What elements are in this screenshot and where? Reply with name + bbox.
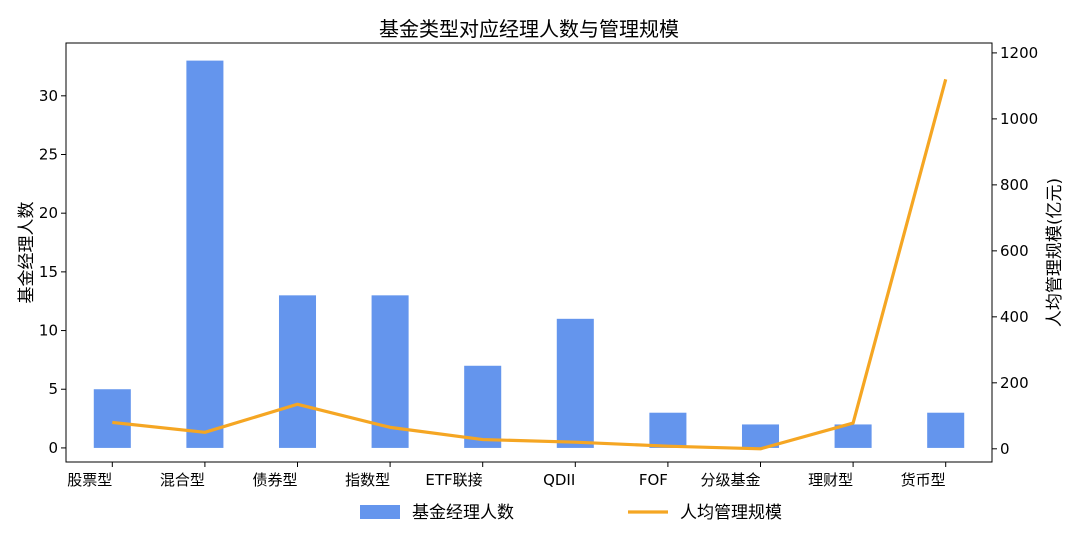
left-tick-label-6: 30 — [39, 87, 58, 105]
bar-1 — [186, 60, 224, 448]
x-tick-label-7: 分级基金 — [700, 471, 760, 489]
left-tick-label-4: 20 — [39, 204, 58, 222]
left-tick-label-0: 0 — [48, 439, 58, 457]
right-tick-label-0: 0 — [1000, 440, 1010, 458]
plot-frame — [65, 42, 993, 463]
x-tick-label-3: 指数型 — [345, 471, 390, 489]
x-tick-label-1: 混合型 — [160, 471, 205, 489]
bar-7 — [741, 424, 780, 448]
right-tick-label-1: 200 — [1000, 374, 1029, 392]
chart-title: 基金类型对应经理人数与管理规模 — [379, 17, 679, 41]
y-axis-label-left: 基金经理人数 — [17, 202, 37, 304]
right-axis-ticks: 0 200 400 600 800 1000 1200 — [992, 44, 1038, 458]
right-tick-label-2: 400 — [1000, 308, 1029, 326]
bar-2 — [278, 295, 317, 448]
x-tick-label-5: QDII — [543, 471, 575, 489]
bar-4 — [464, 365, 502, 448]
x-tick-label-9: 货币型 — [901, 471, 946, 489]
legend-bar-label: 基金经理人数 — [412, 503, 514, 523]
right-tick-label-5: 1000 — [1000, 110, 1038, 128]
left-tick-label-5: 25 — [39, 145, 58, 163]
x-tick-label-0: 股票型 — [67, 471, 112, 489]
right-tick-label-6: 1200 — [1000, 44, 1038, 62]
left-tick-label-1: 5 — [48, 380, 58, 398]
bar-9 — [927, 412, 965, 448]
bar-6 — [649, 412, 687, 448]
bar-0 — [93, 389, 131, 448]
x-axis-ticks: 股票型 混合型 债券型 指数型 ETF联接 QDII FOF 分级基金 理财型 货币型 — [67, 462, 947, 489]
right-tick-label-4: 800 — [1000, 176, 1029, 194]
left-tick-label-2: 10 — [39, 322, 58, 340]
bar-3 — [371, 295, 409, 448]
bar-5 — [556, 318, 594, 448]
line-series — [112, 78, 948, 451]
x-tick-label-4: ETF联接 — [425, 471, 482, 489]
x-tick-label-2: 债券型 — [252, 471, 297, 489]
y-axis-label-right: 人均管理规模(亿元) — [1045, 178, 1065, 327]
x-tick-label-6: FOF — [639, 471, 668, 489]
left-axis-ticks: 0 5 10 15 20 25 30 — [39, 87, 66, 457]
legend: 基金经理人数 人均管理规模 — [360, 503, 782, 523]
legend-bar-swatch — [360, 505, 400, 519]
left-tick-label-3: 15 — [39, 263, 58, 281]
plot-area — [93, 60, 965, 451]
right-tick-label-3: 600 — [1000, 242, 1029, 260]
bar-8 — [834, 424, 872, 448]
legend-line-label: 人均管理规模 — [680, 503, 782, 523]
x-tick-label-8: 理财型 — [808, 471, 853, 489]
